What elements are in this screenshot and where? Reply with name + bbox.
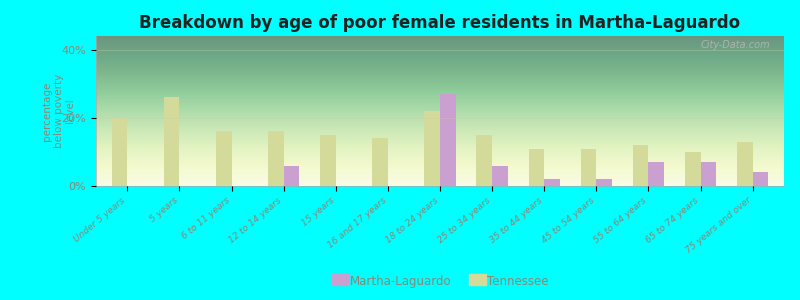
Bar bbox=[753, 172, 768, 186]
Bar bbox=[112, 118, 127, 186]
Bar bbox=[216, 131, 231, 186]
Bar bbox=[529, 148, 544, 186]
Bar bbox=[649, 162, 664, 186]
Bar bbox=[284, 166, 299, 186]
Y-axis label: percentage
below poverty
level: percentage below poverty level bbox=[42, 74, 75, 148]
Bar bbox=[372, 138, 388, 186]
Bar bbox=[492, 166, 508, 186]
Text: City-Data.com: City-Data.com bbox=[701, 40, 770, 50]
Bar bbox=[164, 98, 179, 186]
Bar bbox=[737, 142, 753, 186]
Bar bbox=[424, 111, 440, 186]
Bar bbox=[596, 179, 612, 186]
Bar bbox=[544, 179, 560, 186]
Bar bbox=[440, 94, 456, 186]
Legend: Martha-Laguardo, Tennessee: Martha-Laguardo, Tennessee bbox=[327, 270, 553, 292]
Bar bbox=[581, 148, 596, 186]
Bar bbox=[320, 135, 336, 186]
Bar bbox=[268, 131, 284, 186]
Bar bbox=[685, 152, 701, 186]
Bar bbox=[701, 162, 716, 186]
Bar bbox=[477, 135, 492, 186]
Bar bbox=[633, 145, 649, 186]
Title: Breakdown by age of poor female residents in Martha-Laguardo: Breakdown by age of poor female resident… bbox=[139, 14, 741, 32]
